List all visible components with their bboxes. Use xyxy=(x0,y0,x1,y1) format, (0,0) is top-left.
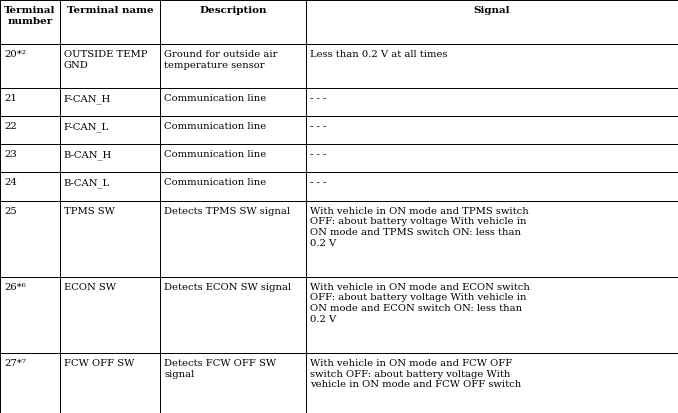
Bar xyxy=(160,0,306,44)
Bar xyxy=(160,353,306,413)
Text: Terminal name: Terminal name xyxy=(66,6,153,15)
Bar xyxy=(306,116,678,145)
Bar xyxy=(60,173,160,201)
Text: Communication line: Communication line xyxy=(164,122,266,131)
Bar xyxy=(160,277,306,353)
Text: B-CAN_L: B-CAN_L xyxy=(64,178,110,188)
Bar xyxy=(160,44,306,88)
Text: Communication line: Communication line xyxy=(164,150,266,159)
Bar xyxy=(306,44,678,88)
Text: - - -: - - - xyxy=(310,122,326,131)
Text: Ground for outside air
temperature sensor: Ground for outside air temperature senso… xyxy=(164,50,277,70)
Text: OUTSIDE TEMP
GND: OUTSIDE TEMP GND xyxy=(64,50,147,70)
Text: F-CAN_H: F-CAN_H xyxy=(64,94,111,104)
Bar xyxy=(60,44,160,88)
Text: 23: 23 xyxy=(4,150,17,159)
Bar xyxy=(60,88,160,116)
Bar xyxy=(60,277,160,353)
Bar xyxy=(60,353,160,413)
Text: ECON SW: ECON SW xyxy=(64,283,116,292)
Text: Terminal
number: Terminal number xyxy=(4,6,56,26)
Text: 25: 25 xyxy=(4,206,17,216)
Bar xyxy=(60,116,160,145)
Bar xyxy=(60,145,160,173)
Bar xyxy=(306,145,678,173)
Text: With vehicle in ON mode and TPMS switch
OFF: about battery voltage With vehicle : With vehicle in ON mode and TPMS switch … xyxy=(310,206,529,248)
Text: Less than 0.2 V at all times: Less than 0.2 V at all times xyxy=(310,50,447,59)
Text: Detects FCW OFF SW
signal: Detects FCW OFF SW signal xyxy=(164,359,276,379)
Bar xyxy=(160,145,306,173)
Bar xyxy=(306,201,678,277)
Bar xyxy=(306,277,678,353)
Bar xyxy=(60,201,160,277)
Bar xyxy=(0,277,60,353)
Bar xyxy=(160,116,306,145)
Text: Description: Description xyxy=(199,6,266,15)
Text: 20*²: 20*² xyxy=(4,50,26,59)
Text: Signal: Signal xyxy=(474,6,510,15)
Bar xyxy=(306,173,678,201)
Bar xyxy=(160,201,306,277)
Bar xyxy=(0,44,60,88)
Bar xyxy=(0,353,60,413)
Text: - - -: - - - xyxy=(310,150,326,159)
Text: F-CAN_L: F-CAN_L xyxy=(64,122,109,132)
Bar xyxy=(0,145,60,173)
Bar xyxy=(0,173,60,201)
Text: Communication line: Communication line xyxy=(164,94,266,103)
Text: 22: 22 xyxy=(4,122,17,131)
Text: With vehicle in ON mode and ECON switch
OFF: about battery voltage With vehicle : With vehicle in ON mode and ECON switch … xyxy=(310,283,530,324)
Text: Detects ECON SW signal: Detects ECON SW signal xyxy=(164,283,292,292)
Text: 27*⁷: 27*⁷ xyxy=(4,359,26,368)
Text: FCW OFF SW: FCW OFF SW xyxy=(64,359,134,368)
Text: With vehicle in ON mode and FCW OFF
switch OFF: about battery voltage With
vehic: With vehicle in ON mode and FCW OFF swit… xyxy=(310,359,521,389)
Text: Communication line: Communication line xyxy=(164,178,266,188)
Text: TPMS SW: TPMS SW xyxy=(64,206,115,216)
Bar xyxy=(0,116,60,145)
Bar xyxy=(160,88,306,116)
Bar xyxy=(0,0,60,44)
Bar xyxy=(306,88,678,116)
Bar xyxy=(160,173,306,201)
Text: - - -: - - - xyxy=(310,94,326,103)
Bar xyxy=(0,88,60,116)
Bar xyxy=(306,0,678,44)
Bar xyxy=(0,201,60,277)
Text: 21: 21 xyxy=(4,94,17,103)
Bar xyxy=(60,0,160,44)
Text: B-CAN_H: B-CAN_H xyxy=(64,150,112,160)
Text: 24: 24 xyxy=(4,178,17,188)
Bar xyxy=(306,353,678,413)
Text: 26*⁶: 26*⁶ xyxy=(4,283,26,292)
Text: Detects TPMS SW signal: Detects TPMS SW signal xyxy=(164,206,290,216)
Text: - - -: - - - xyxy=(310,178,326,188)
